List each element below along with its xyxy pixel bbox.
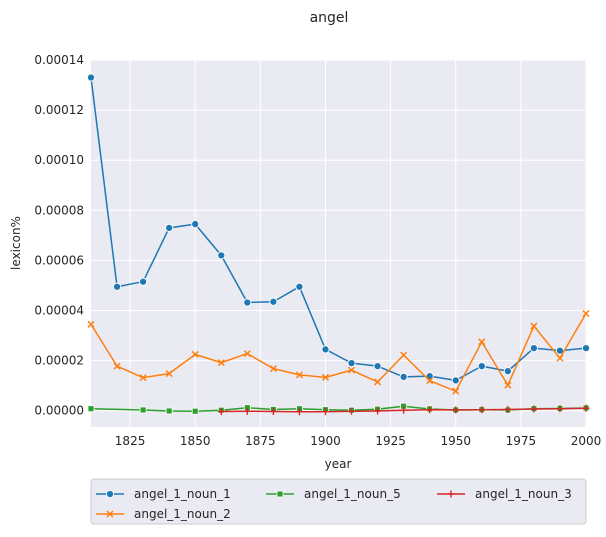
data-point [321, 345, 330, 354]
data-point [504, 381, 512, 389]
data-point [269, 365, 277, 373]
y-tick-label: 0.00012 [34, 103, 84, 117]
data-point [86, 73, 96, 82]
data-point [556, 354, 564, 362]
legend-label: angel_1_noun_3 [475, 487, 572, 501]
legend-entry: angel_1_noun_2 [96, 507, 231, 521]
legend-box [90, 478, 587, 525]
legend: angel_1_noun_1 angel_1_noun_5 angel_1_noun… [90, 478, 587, 525]
data-point [139, 374, 147, 382]
series-angel_1_noun_2 [87, 309, 590, 395]
data-point [452, 387, 460, 395]
data-point [87, 320, 95, 328]
data-point [87, 405, 95, 413]
data-point [295, 408, 303, 416]
data-point [478, 338, 486, 346]
data-point [243, 298, 252, 307]
x-tick-label: 1925 [375, 434, 406, 448]
data-point [373, 362, 382, 371]
legend-marker [276, 490, 284, 498]
legend-label: angel_1_noun_5 [304, 487, 401, 501]
legend-entry: angel_1_noun_3 [437, 487, 572, 501]
data-point [503, 367, 512, 376]
data-point [400, 406, 408, 414]
y-tick-label: 0.00010 [34, 153, 84, 167]
data-point [347, 359, 356, 368]
x-tick-label: 1950 [440, 434, 471, 448]
legend-entry: angel_1_noun_5 [266, 487, 401, 501]
data-point [295, 282, 304, 291]
data-point [504, 405, 512, 413]
data-point [582, 309, 590, 318]
x-tick-label: 1875 [245, 434, 276, 448]
data-point [139, 406, 147, 414]
data-point [217, 359, 225, 367]
legend-marker [447, 490, 455, 498]
data-point [217, 407, 225, 415]
data-point [426, 377, 434, 385]
x-axis-label: year [325, 457, 352, 471]
chart-title: angel [310, 10, 349, 26]
data-point [139, 277, 148, 286]
series-layer [86, 73, 591, 416]
data-point [530, 405, 538, 413]
x-tick-label: 1850 [180, 434, 211, 448]
data-point [321, 373, 330, 381]
series-line [90, 313, 587, 392]
x-tick-label: 1825 [115, 434, 146, 448]
data-point [295, 371, 303, 379]
legend-label: angel_1_noun_2 [134, 507, 231, 521]
data-point [399, 372, 408, 381]
data-point [348, 407, 356, 415]
y-axis-label: lexicon% [9, 216, 23, 270]
data-point [191, 220, 200, 229]
data-point [269, 297, 278, 306]
data-point [243, 407, 251, 415]
data-point [165, 370, 173, 378]
data-point [243, 350, 251, 358]
data-point [113, 282, 122, 291]
data-point [321, 408, 329, 416]
y-axis-ticks: 0.00000 0.00002 0.00004 0.00006 0.00008 0.000… [34, 53, 84, 418]
series-angel_1_noun_3 [217, 404, 590, 416]
y-tick-label: 0.00014 [34, 53, 84, 67]
data-point [529, 344, 538, 353]
data-point [477, 362, 486, 371]
x-tick-label: 1900 [310, 434, 341, 448]
data-point [451, 376, 460, 385]
data-point [374, 407, 382, 415]
data-point [452, 406, 460, 414]
series-line [90, 77, 587, 382]
data-point [347, 366, 356, 374]
x-tick-label: 2000 [571, 434, 602, 448]
data-point [191, 407, 199, 415]
y-tick-label: 0.00006 [34, 253, 84, 267]
data-point [426, 406, 434, 414]
y-tick-label: 0.00008 [34, 203, 84, 217]
data-point [374, 378, 382, 386]
plot-area [91, 60, 586, 427]
y-tick-label: 0.00004 [34, 304, 84, 318]
data-point [582, 404, 590, 412]
data-point [191, 350, 199, 358]
data-point [581, 344, 591, 353]
data-point [530, 322, 538, 330]
data-point [400, 351, 408, 359]
legend-marker [105, 489, 115, 499]
legend-entry: angel_1_noun_1 [96, 487, 231, 501]
x-axis-ticks: 1825 1850 1875 1900 1925 1950 1975 2000 [115, 434, 601, 448]
data-point [478, 406, 486, 414]
x-tick-label: 1975 [506, 434, 537, 448]
y-tick-label: 0.00002 [34, 354, 84, 368]
data-point [113, 362, 121, 370]
y-tick-label: 0.00000 [34, 404, 84, 418]
data-point [556, 405, 564, 413]
data-point [269, 407, 277, 415]
data-point [165, 407, 173, 415]
data-point [165, 223, 174, 232]
legend-marker [106, 510, 114, 518]
data-point [217, 251, 226, 260]
legend-label: angel_1_noun_1 [134, 487, 231, 501]
